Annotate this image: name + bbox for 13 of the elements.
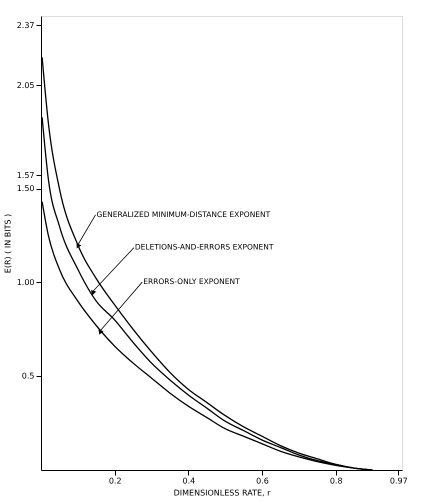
x-axis-title: DIMENSIONLESS RATE, r — [174, 488, 272, 498]
x-tick-label: 0.8 — [330, 476, 343, 486]
y-tick-label: 1.50 — [16, 184, 34, 194]
x-tick-label: 0.97 — [390, 476, 408, 486]
x-tick-label: 0.4 — [182, 476, 196, 486]
x-tick-label: 0.2 — [108, 476, 122, 486]
x-tick-label: 0.6 — [256, 476, 269, 486]
y-tick-label: 0.5 — [22, 372, 34, 381]
y-tick-label: 1.57 — [16, 170, 34, 180]
y-tick-label: 2.37 — [16, 20, 34, 30]
y-axis-title: E(R) ( IN BITS ) — [4, 214, 13, 274]
y-tick-label: 1.00 — [16, 278, 34, 287]
y-tick-label: 2.05 — [16, 80, 34, 90]
